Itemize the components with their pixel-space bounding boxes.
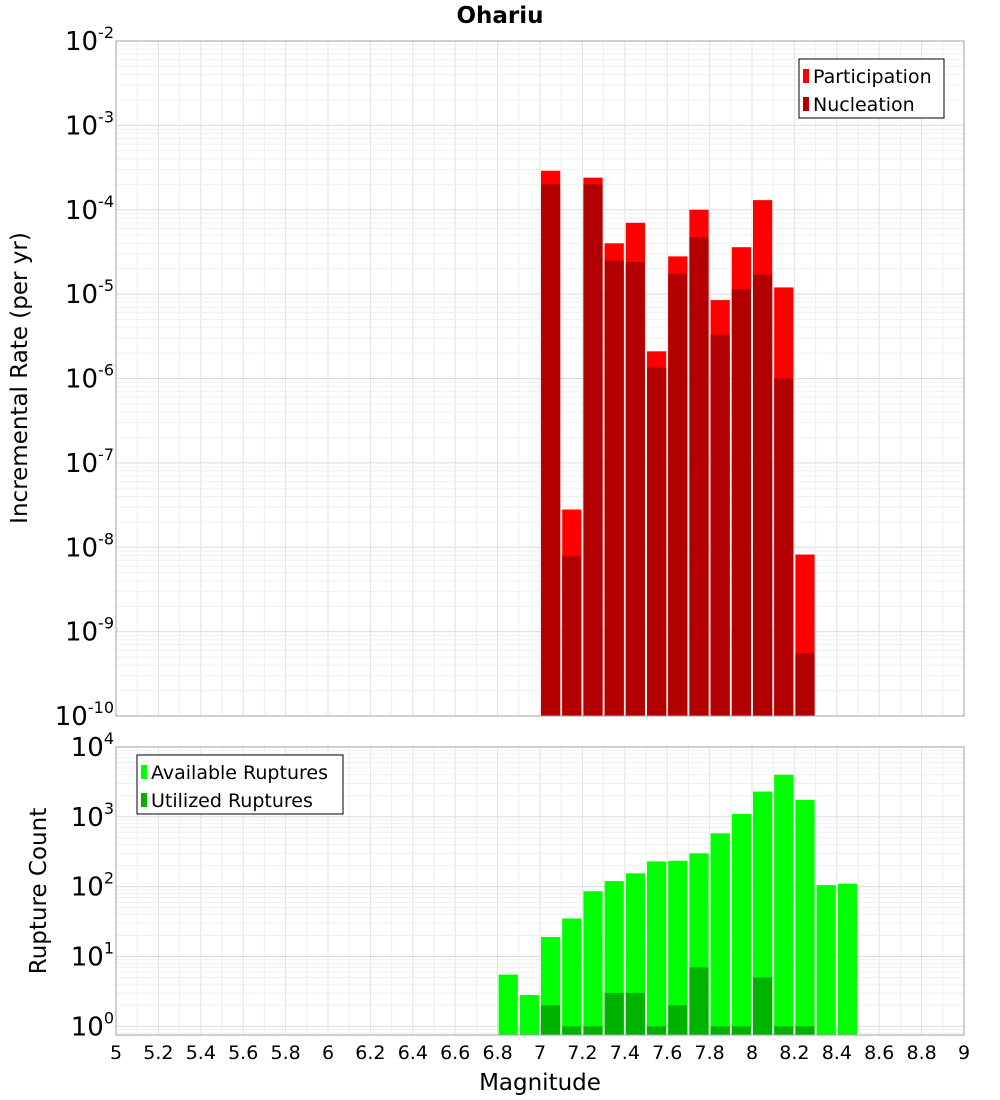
rate-legend-swatch (803, 97, 809, 111)
x-tick-label: 7.4 (610, 1042, 640, 1064)
count-bar-utilized-ruptures (625, 992, 645, 1035)
count-legend-label: Available Ruptures (151, 762, 328, 784)
rate-legend-label: Nucleation (813, 94, 915, 116)
x-tick-label: 6.8 (482, 1042, 512, 1064)
rupture-count-panel: 100 101 102 103 104 Available Ruptures Utilize… (71, 729, 970, 1064)
x-tick-label: 7.6 (652, 1042, 682, 1064)
rate-y-tick-label: 10-6 (65, 361, 114, 395)
count-bar-available-ruptures (710, 833, 730, 1035)
rate-y-tick-label: 10-9 (65, 614, 114, 648)
count-y-tick-label: 100 (71, 1008, 114, 1042)
x-tick-label: 8.2 (779, 1042, 809, 1064)
count-y-tick-label: 103 (71, 799, 114, 833)
count-bar-available-ruptures (837, 883, 857, 1035)
top-y-axis-label: Incremental Rate (per yr) (7, 232, 33, 524)
count-bar-available-ruptures (519, 995, 539, 1035)
x-axis-label: Magnitude (479, 1070, 601, 1096)
count-bar-utilized-ruptures (774, 1026, 794, 1035)
count-bar-utilized-ruptures (753, 977, 773, 1035)
rate-panel: 10-10 10-9 10-8 10-7 10-6 10-5 10-4 10-3 10-2 Par… (55, 23, 965, 732)
x-tick-label: 6.2 (355, 1042, 385, 1064)
count-bar-utilized-ruptures (668, 1005, 688, 1035)
rate-y-tick-label: 10-7 (65, 445, 114, 479)
rate-bar-nucleation (731, 289, 751, 716)
count-bar-available-ruptures (731, 813, 751, 1035)
count-plot-border (115, 746, 965, 1036)
rate-bar-nucleation (604, 260, 624, 716)
count-bar-utilized-ruptures (689, 967, 709, 1035)
count-bar-available-ruptures (583, 891, 603, 1035)
rate-bar-nucleation (774, 378, 794, 716)
rate-y-tick-label: 10-3 (65, 107, 114, 141)
x-tick-label: 5.8 (270, 1042, 300, 1064)
rate-legend-swatch (803, 69, 809, 83)
rate-bar-nucleation (647, 367, 667, 716)
x-tick-label: 5.2 (143, 1042, 173, 1064)
x-tick-label: 8.8 (906, 1042, 936, 1064)
count-bar-available-ruptures (795, 799, 815, 1035)
rate-legend (798, 58, 945, 119)
x-tick-label: 5.6 (228, 1042, 258, 1064)
x-tick-label: 6.6 (440, 1042, 470, 1064)
count-bar-utilized-ruptures (562, 1026, 582, 1035)
count-bar-available-ruptures (816, 885, 836, 1035)
rate-bar-nucleation (583, 184, 603, 717)
rate-bar-nucleation (625, 262, 645, 716)
x-tick-label: 8.4 (822, 1042, 852, 1064)
x-tick-label: 6.4 (398, 1042, 428, 1064)
count-bar-available-ruptures (498, 974, 518, 1035)
x-tick-label: 8 (746, 1042, 758, 1064)
count-y-tick-label: 104 (71, 729, 114, 763)
x-tick-label: 7 (534, 1042, 546, 1064)
rate-bar-nucleation (689, 237, 709, 716)
count-legend (136, 754, 344, 815)
count-bar-available-ruptures (774, 774, 794, 1035)
rate-bar-nucleation (668, 273, 688, 716)
x-tick-label: 7.2 (567, 1042, 597, 1064)
count-bar-utilized-ruptures (731, 1026, 751, 1035)
count-legend-swatch (141, 793, 147, 807)
rate-y-tick-label: 10-4 (65, 192, 114, 226)
x-tick-label: 8.6 (864, 1042, 894, 1064)
rate-y-tick-label: 10-10 (55, 698, 114, 732)
count-bar-utilized-ruptures (541, 1005, 561, 1035)
x-tick-label: 7.8 (694, 1042, 724, 1064)
rate-legend-label: Participation (813, 66, 932, 88)
chart-title: Ohariu (456, 3, 543, 29)
count-bar-utilized-ruptures (583, 1026, 603, 1035)
rate-bar-nucleation (795, 653, 815, 716)
count-bar-utilized-ruptures (710, 1026, 730, 1035)
count-bar-available-ruptures (753, 791, 773, 1035)
count-y-tick-label: 101 (71, 938, 114, 972)
x-tick-label: 5 (110, 1042, 122, 1064)
rate-plot-border (115, 40, 965, 717)
count-y-tick-label: 102 (71, 869, 114, 903)
count-legend-label: Utilized Ruptures (151, 790, 313, 812)
rate-bar-nucleation (753, 274, 773, 716)
x-tick-label: 9 (958, 1042, 970, 1064)
count-bar-utilized-ruptures (795, 1026, 815, 1035)
x-tick-label: 6 (322, 1042, 334, 1064)
bottom-y-axis-label: Rupture Count (26, 808, 52, 974)
count-bar-available-ruptures (647, 861, 667, 1035)
count-bar-available-ruptures (668, 860, 688, 1035)
rate-y-tick-label: 10-2 (65, 23, 114, 57)
x-tick-label: 5.4 (186, 1042, 216, 1064)
rate-bar-nucleation (541, 184, 561, 717)
count-legend-swatch (141, 765, 147, 779)
rate-bar-nucleation (562, 556, 582, 716)
count-bar-utilized-ruptures (647, 1026, 667, 1035)
count-bar-utilized-ruptures (604, 992, 624, 1035)
rate-y-tick-label: 10-5 (65, 276, 114, 310)
rate-bar-nucleation (710, 334, 730, 716)
rate-y-tick-label: 10-8 (65, 529, 114, 563)
count-bar-available-ruptures (562, 918, 582, 1035)
